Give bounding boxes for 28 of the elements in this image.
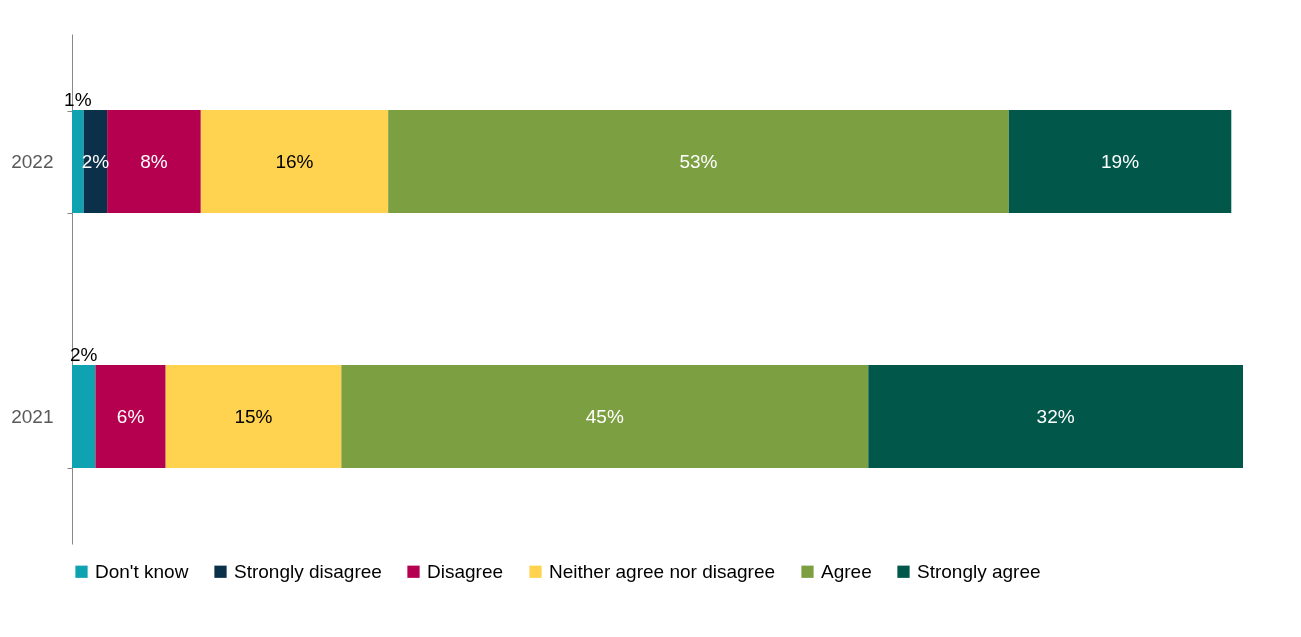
bar — [341, 365, 869, 468]
data-label: 32% — [1036, 405, 1075, 427]
data-label: 2% — [69, 343, 98, 365]
data-label: 6% — [116, 405, 145, 427]
bar — [107, 110, 201, 213]
legend-label: Agree — [821, 560, 872, 582]
legend-label: Neither agree nor disagree — [549, 560, 776, 582]
bar — [95, 365, 166, 468]
bar — [72, 365, 96, 468]
legend-label: Strongly agree — [917, 560, 1041, 582]
data-label: 8% — [140, 150, 168, 172]
y-tick-label: 2021 — [11, 406, 54, 427]
data-label: 45% — [585, 405, 624, 427]
legend-label: Disagree — [427, 560, 504, 582]
data-label: 19% — [1101, 150, 1140, 172]
data-label: 1% — [64, 88, 92, 110]
bar — [1008, 110, 1232, 213]
bar — [200, 110, 389, 213]
legend-label: Don't know — [95, 560, 189, 582]
data-label: 15% — [234, 405, 273, 427]
bar — [165, 365, 342, 468]
data-label: 16% — [275, 150, 314, 172]
y-tick-label: 2022 — [11, 151, 54, 172]
legend-label: Strongly disagree — [234, 560, 382, 582]
bar — [388, 110, 1009, 213]
bar — [72, 110, 84, 213]
data-label: 53% — [679, 150, 718, 172]
bar — [868, 365, 1243, 468]
